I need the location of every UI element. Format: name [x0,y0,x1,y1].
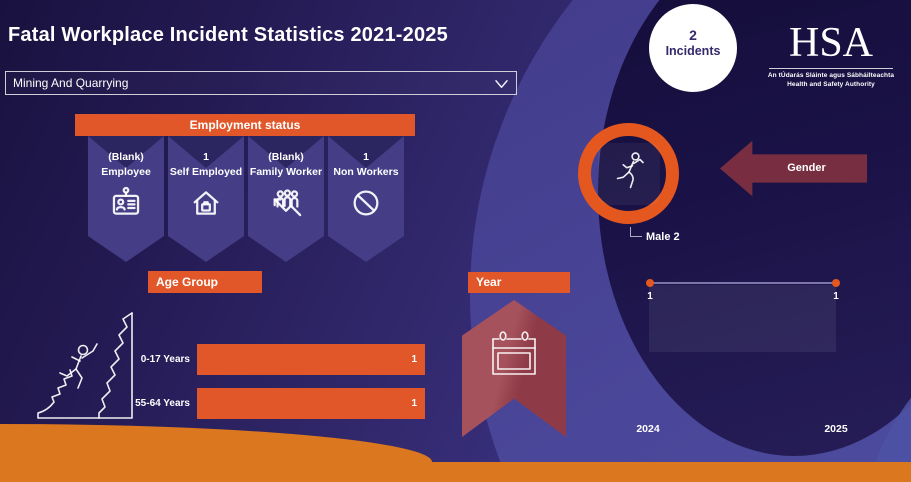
age-bar-value: 1 [411,398,417,409]
industry-dropdown-value: Mining And Quarrying [13,76,129,90]
incidents-label: Incidents [665,44,721,58]
year-chart-line [650,282,836,284]
card-value: 1 [203,151,209,163]
year-chart-area-fill [649,285,836,352]
year-chart-point-2024[interactable] [646,279,654,287]
year-axis-label-2025: 2025 [824,423,848,435]
age-bar-label-0-17: 0-17 Years [140,354,190,365]
age-bar-55-64[interactable]: 1 [197,388,425,419]
id-card-icon [88,186,164,225]
age-bar-value: 1 [411,354,417,365]
employment-card-self-employed[interactable]: 1 Self Employed [168,136,244,262]
legend-connector-line [630,227,642,237]
age-bar-label-55-64: 55-64 Years [135,398,190,409]
hsa-logo: HSA An tÚdarás Sláinte agus Sábháilteach… [765,20,897,89]
running-person-icon [605,147,653,200]
card-label: Self Employed [169,166,243,178]
year-point-label-2024: 1 [647,291,653,302]
gender-donut-chart[interactable] [578,123,679,224]
age-bar-0-17[interactable]: 1 [197,344,425,375]
gender-arrow-text: Gender [787,162,826,174]
page-title: Fatal Workplace Incident Statistics 2021… [8,24,448,46]
prohibition-icon [328,186,404,225]
card-value: (Blank) [268,151,304,163]
card-label: Non Workers [333,166,399,178]
home-office-icon [168,186,244,225]
employment-card-non-workers[interactable]: 1 Non Workers [328,136,404,262]
year-header: Year [468,272,570,293]
card-value: (Blank) [108,151,144,163]
employment-card-employee[interactable]: (Blank) Employee [88,136,164,262]
employment-cards: (Blank) Employee 1 Self Employed [88,136,404,262]
card-value: 1 [363,151,369,163]
year-point-label-2025: 1 [833,291,839,302]
chevron-down-icon[interactable] [494,77,509,95]
card-label: Family Worker [249,166,323,178]
incidents-count: 2 [689,27,697,43]
industry-dropdown[interactable]: Mining And Quarrying [5,71,517,95]
orange-bottom-band [0,462,911,482]
age-group-header: Age Group [148,271,262,293]
calendar-icon [492,331,536,375]
card-label: Employee [101,166,151,178]
hsa-logo-acronym: HSA [788,20,874,66]
climber-icon [36,306,136,427]
hsa-logo-irish-text: An tÚdarás Sláinte agus Sábháilteachta [767,72,895,79]
year-axis-label-2024: 2024 [636,423,660,435]
hsa-logo-divider [769,68,893,69]
family-group-icon [248,186,324,225]
donut-inner-panel [597,142,660,205]
employment-status-header: Employment status [75,114,415,136]
incidents-kpi-badge: 2 Incidents [649,4,737,92]
employment-card-family-worker[interactable]: (Blank) Family Worker [248,136,324,262]
hsa-logo-english-text: Health and Safety Authority [787,80,875,88]
year-chart-point-2025[interactable] [832,279,840,287]
gender-legend-male[interactable]: Male 2 [646,231,680,243]
